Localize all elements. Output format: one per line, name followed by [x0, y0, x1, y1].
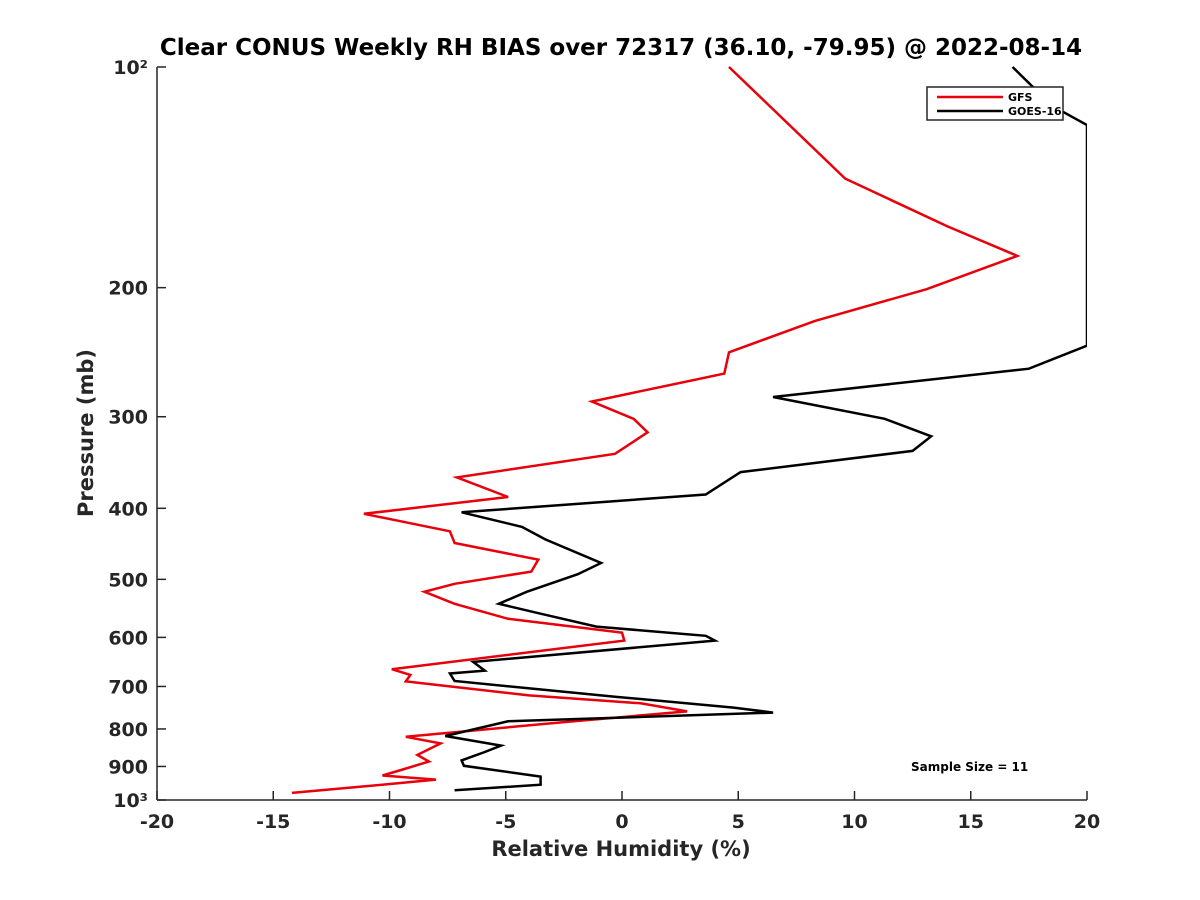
y-tick-label: 10²: [113, 57, 148, 79]
y-tick-label: 500: [108, 569, 148, 591]
y-tick-label: 700: [108, 676, 148, 698]
y-axis-label: Pressure (mb): [74, 349, 98, 517]
x-axis-label: Relative Humidity (%): [491, 837, 750, 861]
x-axis-ticks: -20 -15 -10 -5 0 5 10 15 20: [140, 791, 1100, 833]
y-tick-label: 900: [108, 756, 148, 778]
y-tick-label: 300: [108, 407, 148, 429]
x-tick-label: 0: [615, 811, 628, 833]
legend-label-gfs: GFS: [1008, 91, 1033, 104]
x-tick-label: 20: [1074, 811, 1100, 833]
y-tick-label: 400: [108, 498, 148, 520]
legend-box: [926, 86, 1064, 121]
chart-title: Clear CONUS Weekly RH BIAS over 72317 (3…: [160, 35, 1082, 61]
legend: GFS GOES-16: [926, 86, 1064, 121]
y-tick-label: 200: [108, 278, 148, 300]
x-tick-label: -5: [495, 811, 516, 833]
x-tick-label: 15: [958, 811, 984, 833]
series-line-gfs: [291, 66, 1021, 795]
y-tick-label: 10³: [113, 790, 148, 812]
legend-label-goes16: GOES-16: [1008, 105, 1062, 118]
y-tick-label: 800: [108, 719, 148, 741]
x-tick-label: -20: [140, 811, 174, 833]
x-tick-label: -10: [372, 811, 406, 833]
x-tick-label: -15: [256, 811, 290, 833]
series-line-goes16: [445, 66, 1087, 792]
y-axis-ticks: 10² 200 300 400 500 600 700 800 900 10³: [108, 57, 166, 812]
series-layer: [291, 66, 1087, 795]
x-tick-label: 5: [732, 811, 745, 833]
y-tick-label: 600: [108, 627, 148, 649]
x-tick-label: 10: [841, 811, 867, 833]
sample-size-annotation: Sample Size = 11: [911, 760, 1028, 774]
